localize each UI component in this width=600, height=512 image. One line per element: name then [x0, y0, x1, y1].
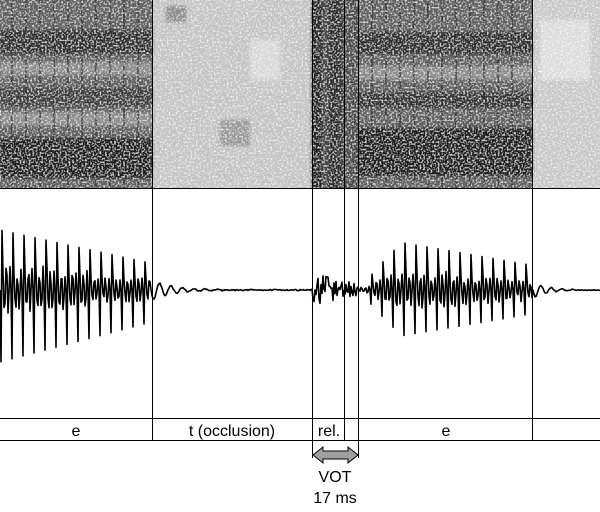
segment-label-e-2: e	[442, 423, 451, 440]
spectrogram	[0, 0, 600, 188]
segment-label-t-occlusion: t (occlusion)	[189, 423, 275, 440]
segment-label-e-1: e	[72, 423, 81, 440]
panel-dividers	[0, 188, 600, 441]
vot-arrow	[312, 445, 359, 465]
segment-boundaries	[152, 0, 533, 458]
vot-duration: 17 ms	[313, 490, 357, 507]
vot-label: VOT	[319, 469, 352, 486]
waveform	[0, 229, 600, 363]
segment-label-release: rel.	[318, 423, 340, 440]
